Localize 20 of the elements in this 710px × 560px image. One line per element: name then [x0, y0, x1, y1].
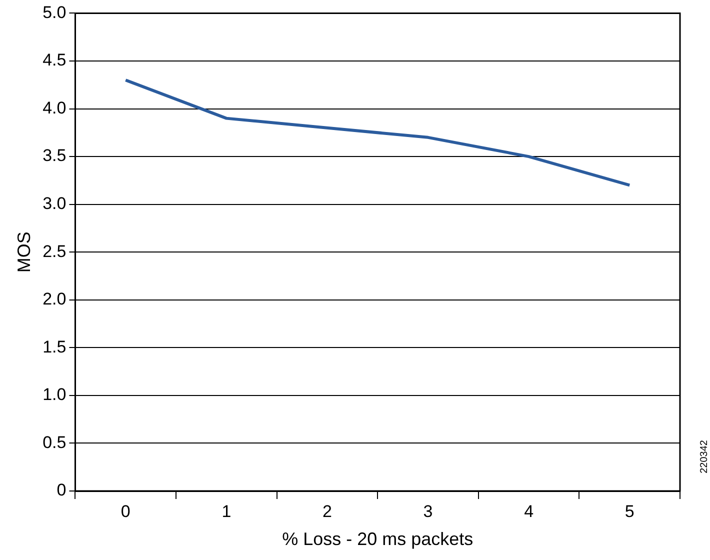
- y-tick-label: 3.5: [42, 146, 66, 166]
- y-tick-label: 2.5: [42, 242, 66, 261]
- x-tick-label: 3: [423, 502, 433, 521]
- y-tick-label: 5.0: [42, 2, 66, 22]
- y-tick-label: 4.0: [42, 98, 66, 118]
- x-tick-label: 0: [120, 502, 130, 521]
- y-tick-label: 1.0: [42, 385, 66, 404]
- x-tick-label: 1: [222, 502, 232, 521]
- x-tick-label: 4: [524, 502, 534, 521]
- x-tick-label: 2: [322, 502, 332, 521]
- y-tick-label: 4.5: [42, 50, 66, 70]
- x-tick-label: 5: [624, 502, 634, 521]
- y-tick-label: 2.0: [42, 290, 66, 309]
- x-axis-title: % Loss - 20 ms packets: [282, 529, 474, 550]
- y-tick-label: 0: [56, 480, 66, 500]
- y-axis-title: MOS: [14, 232, 34, 273]
- y-tick-label: 3.0: [42, 194, 66, 214]
- y-tick-label: 0.5: [42, 432, 66, 452]
- text: 220342: [699, 440, 710, 474]
- y-tick-label: 1.5: [42, 337, 66, 356]
